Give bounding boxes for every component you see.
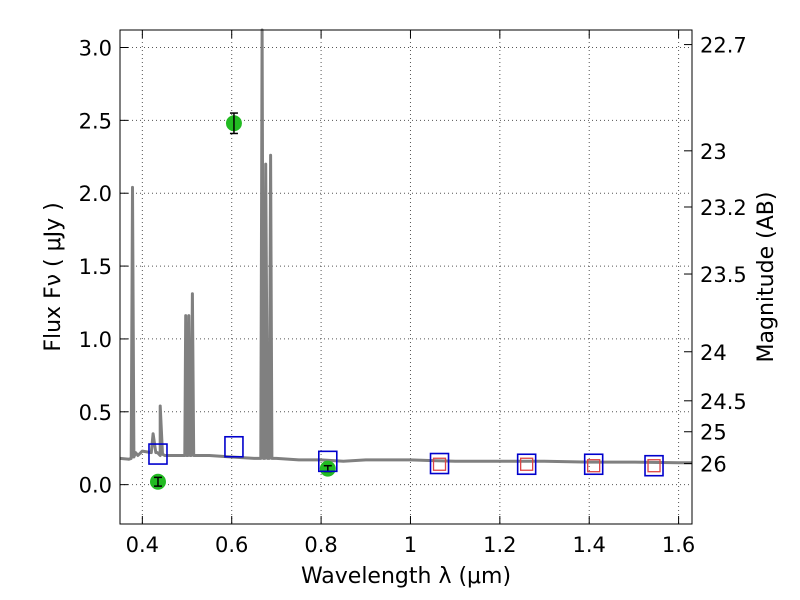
right-axis-label: Magnitude (AB) (754, 192, 779, 363)
plot-frame (119, 29, 693, 525)
y-tick-label: 2.0 (79, 182, 112, 206)
right-tick-label: 24.5 (700, 390, 747, 414)
right-tick-label: 23.2 (700, 196, 747, 220)
model-photometry-square (429, 452, 450, 475)
x-tick-label: 0.8 (304, 533, 337, 557)
y-tick-label: 0.0 (79, 474, 112, 498)
model-photometry-inner-square (432, 457, 447, 471)
y-tick-label: 2.5 (79, 109, 112, 133)
model-photometry-square (644, 454, 664, 477)
right-tick-label: 23 (700, 140, 727, 164)
x-axis-label: Wavelength λ (μm) (301, 564, 511, 589)
x-tick-label: 0.4 (126, 533, 159, 557)
model-photometry-square (224, 435, 244, 458)
model-photometry-inner-square (587, 459, 601, 473)
right-tick-label: 23.5 (700, 263, 747, 287)
model-photometry-inner-square (520, 457, 534, 471)
x-tick-label: 1 (404, 533, 417, 557)
x-tick-label: 1.4 (573, 533, 606, 557)
right-tick-label: 22.7 (700, 34, 747, 58)
model-spectrum-line (119, 28, 692, 465)
y-tick-label: 3.0 (79, 36, 112, 60)
y-tick-label: 1.0 (79, 328, 112, 352)
y-tick-label: 1.5 (79, 255, 112, 279)
photometry-layer (148, 112, 664, 490)
y-tick-label: 0.5 (79, 401, 112, 425)
right-tick-label: 24 (700, 341, 727, 365)
right-tick-label: 26 (700, 453, 727, 477)
model-photometry-square (317, 450, 338, 473)
x-tick-label: 1.6 (662, 533, 695, 557)
model-photometry-inner-square (647, 459, 661, 473)
x-tick-label: 1.2 (483, 533, 516, 557)
model-spectrum-layer (119, 28, 692, 465)
x-tick-label: 0.6 (215, 533, 248, 557)
grid (120, 30, 692, 524)
y-axis-label: Flux Fν ( μJy ) (41, 202, 66, 351)
model-photometry-square (516, 453, 537, 476)
model-photometry-square (583, 453, 604, 476)
axis-ticks: 0.4 0.6 0.8 1 1.2 1.4 1.6 0.0 0.5 1.0 1.5 2.0 2.5 3.0… (79, 30, 747, 557)
model-photometry-square (148, 443, 168, 465)
right-tick-label: 25 (700, 421, 727, 445)
